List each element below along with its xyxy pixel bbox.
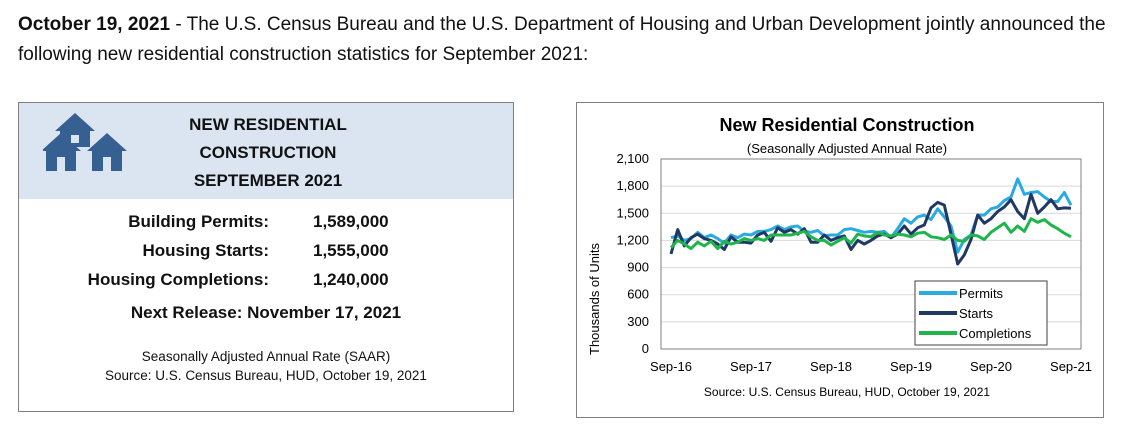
legend-label: Starts	[959, 306, 993, 321]
series-line-completions	[669, 217, 1072, 251]
summary-title-line: SEPTEMBER 2021	[193, 171, 343, 190]
y-ticks: 0 300 600 900 1,200 1,500 1,800 2,100	[616, 151, 649, 356]
chart-title: New Residential Construction	[719, 115, 974, 135]
chart-box: New Residential Construction (Seasonally…	[576, 102, 1104, 418]
legend: Permits Starts Completions	[914, 280, 1048, 346]
source-note: Source: U.S. Census Bureau, HUD, October…	[105, 368, 427, 383]
intro-paragraph: October 19, 2021 - The U.S. Census Burea…	[18, 10, 1108, 70]
y-tick-label: 1,800	[616, 178, 649, 193]
summary-footnote: Seasonally Adjusted Annual Rate (SAAR) S…	[19, 347, 513, 385]
y-tick-label: 1,200	[616, 232, 649, 247]
legend-label: Completions	[959, 326, 1032, 341]
next-release: Next Release: November 17, 2021	[130, 303, 402, 322]
release-date: October 19, 2021	[18, 14, 171, 35]
stats-row-completions: Housing Completions: 1,240,000	[79, 265, 389, 294]
chart-subtitle: (Seasonally Adjusted Annual Rate)	[747, 141, 947, 156]
x-tick-label: Sep-16	[650, 359, 692, 374]
line-chart: New Residential Construction (Seasonally…	[587, 115, 1092, 399]
stats-row-permits: Building Permits: 1,589,000	[79, 207, 389, 236]
x-tick-label: Sep-18	[810, 359, 852, 374]
y-axis-label: Thousands of Units	[587, 243, 602, 356]
x-tick-label: Sep-20	[970, 359, 1012, 374]
y-tick-label: 2,100	[616, 151, 649, 166]
stat-label: Housing Completions:	[87, 269, 269, 289]
stat-value: 1,589,000	[313, 211, 389, 231]
stat-value: 1,240,000	[313, 269, 389, 289]
summary-title: NEW RESIDENTIAL CONSTRUCTION SEPTEMBER 2…	[169, 111, 367, 195]
x-tick-label: Sep-17	[730, 359, 772, 374]
stat-label: Housing Starts:	[142, 240, 269, 260]
x-tick-label: Sep-21	[1050, 359, 1092, 374]
series-line-starts	[669, 192, 1072, 266]
stats-row-starts: Housing Starts: 1,555,000	[79, 236, 389, 265]
intro-text: - The U.S. Census Bureau and the U.S. De…	[18, 14, 1106, 65]
summary-box: NEW RESIDENTIAL CONSTRUCTION SEPTEMBER 2…	[18, 102, 514, 412]
y-tick-label: 300	[627, 314, 649, 329]
x-ticks: Sep-16 Sep-17 Sep-18 Sep-19 Sep-20 Sep-21	[650, 359, 1092, 374]
houses-icon	[43, 113, 127, 171]
chart-source: Source: U.S. Census Bureau, HUD, October…	[704, 385, 990, 399]
stats-table: Building Permits: 1,589,000 Housing Star…	[79, 207, 389, 294]
y-tick-label: 900	[627, 260, 649, 275]
summary-title-line: NEW RESIDENTIAL	[189, 115, 347, 134]
plot-area	[660, 158, 1082, 350]
stat-label: Building Permits:	[128, 211, 269, 231]
stat-value: 1,555,000	[313, 240, 389, 260]
x-tick-label: Sep-19	[890, 359, 932, 374]
saar-note: Seasonally Adjusted Annual Rate (SAAR)	[141, 349, 391, 364]
series-line-permits	[670, 177, 1073, 254]
y-tick-label: 600	[627, 287, 649, 302]
summary-title-line: CONSTRUCTION	[199, 143, 337, 162]
y-tick-label: 1,500	[616, 205, 649, 220]
legend-label: Permits	[959, 286, 1004, 301]
summary-header: NEW RESIDENTIAL CONSTRUCTION SEPTEMBER 2…	[19, 103, 513, 199]
y-tick-label: 0	[642, 341, 649, 356]
series-lines	[669, 177, 1073, 266]
